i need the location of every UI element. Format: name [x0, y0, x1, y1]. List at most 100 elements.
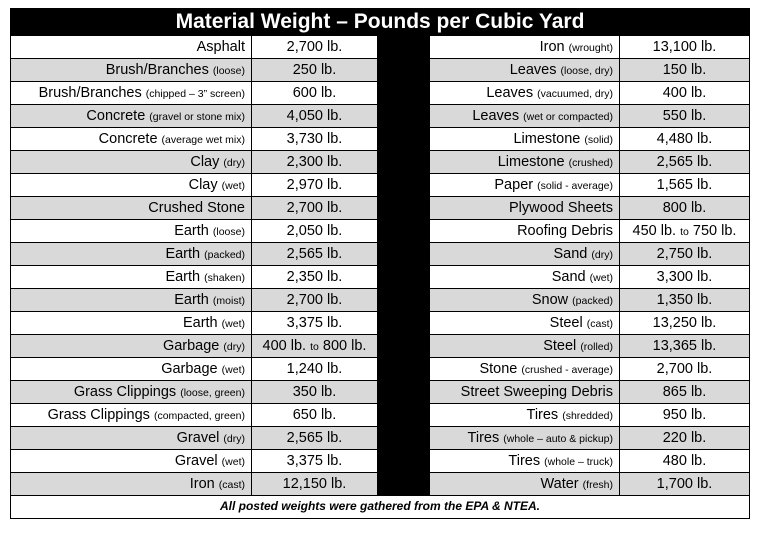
- weight-value: 13,100 lb.: [652, 39, 717, 55]
- weight-value: 2,700 lb.: [656, 361, 713, 377]
- material-weight-table: Material Weight – Pounds per Cubic Yard …: [10, 8, 750, 519]
- table-title: Material Weight – Pounds per Cubic Yard: [10, 8, 750, 36]
- material-qualifier: (shredded): [562, 410, 613, 422]
- left-weight-cell: 2,565 lb.: [252, 243, 378, 266]
- right-weight-cell: 550 lb.: [620, 105, 749, 128]
- left-material-cell: Brush/Branches (chipped – 3” screen): [11, 82, 252, 105]
- table-row: Brush/Branches (chipped – 3” screen) 600 …: [11, 82, 749, 105]
- column-divider: [378, 82, 430, 105]
- left-material-cell: Earth (wet): [11, 312, 252, 335]
- material-qualifier: (packed): [204, 249, 245, 261]
- weight-value: 2,300 lb.: [286, 154, 343, 170]
- column-divider: [378, 404, 430, 427]
- column-divider: [378, 151, 430, 174]
- material-name: Gravel: [174, 453, 218, 469]
- right-weight-cell: 950 lb.: [620, 404, 749, 427]
- material-name: Limestone: [497, 154, 565, 170]
- material-qualifier: (wet): [221, 318, 245, 330]
- left-weight-cell: 2,700 lb.: [252, 289, 378, 312]
- weight-value: 2,970 lb.: [286, 177, 343, 193]
- right-material-cell: Limestone (crushed): [430, 151, 620, 174]
- left-weight-cell: 3,375 lb.: [252, 312, 378, 335]
- table-row: Grass Clippings (compacted, green) 650 lb…: [11, 404, 749, 427]
- column-divider: [378, 197, 430, 220]
- weight-value: 2,565 lb.: [286, 430, 343, 446]
- weight-value: 2,565 lb.: [286, 246, 343, 262]
- column-divider: [378, 128, 430, 151]
- weight-value: 1,350 lb.: [656, 292, 713, 308]
- weight-value: 1,565 lb.: [656, 177, 713, 193]
- material-qualifier: (dry): [591, 249, 613, 261]
- table-row: Gravel (wet) 3,375 lb. Tires (whole – truc…: [11, 450, 749, 473]
- material-qualifier: (loose): [212, 226, 245, 238]
- left-weight-cell: 250 lb.: [252, 59, 378, 82]
- table-row: Earth (packed) 2,565 lb. Sand (dry) 2,750 l…: [11, 243, 749, 266]
- weight-value: 3,375 lb.: [286, 315, 343, 331]
- right-weight-cell: 480 lb.: [620, 450, 749, 473]
- material-name: Grass Clippings: [47, 407, 150, 423]
- material-name: Earth: [165, 269, 201, 285]
- table-row: Concrete (average wet mix) 3,730 lb. Limes…: [11, 128, 749, 151]
- weight-value: 13,250 lb.: [652, 315, 717, 331]
- material-name: Sand: [553, 246, 588, 262]
- material-name: Earth: [182, 315, 218, 331]
- column-divider: [378, 220, 430, 243]
- right-material-cell: Limestone (solid): [430, 128, 620, 151]
- left-material-cell: Crushed Stone: [11, 197, 252, 220]
- weight-value: 865 lb.: [662, 384, 707, 400]
- right-material-cell: Paper (solid - average): [430, 174, 620, 197]
- right-weight-cell: 2,565 lb.: [620, 151, 749, 174]
- material-name: Crushed Stone: [148, 200, 245, 216]
- left-material-cell: Concrete (average wet mix): [11, 128, 252, 151]
- material-name: Street Sweeping Debris: [460, 384, 613, 400]
- material-name: Steel: [543, 338, 577, 354]
- weight-value: 12,150 lb.: [282, 476, 347, 492]
- weight-value: 3,730 lb.: [286, 131, 343, 147]
- column-divider: [378, 289, 430, 312]
- right-material-cell: Tires (shredded): [430, 404, 620, 427]
- material-qualifier: (packed): [572, 295, 613, 307]
- left-weight-cell: 2,350 lb.: [252, 266, 378, 289]
- right-weight-cell: 13,365 lb.: [620, 335, 749, 358]
- right-weight-cell: 150 lb.: [620, 59, 749, 82]
- weight-value: 1,240 lb.: [286, 361, 343, 377]
- weight-value: 480 lb.: [662, 453, 707, 469]
- weight-value: 150 lb.: [662, 62, 707, 78]
- weight-value: 3,375 lb.: [286, 453, 343, 469]
- material-qualifier: (solid - average): [537, 180, 613, 192]
- material-qualifier: (solid): [584, 134, 613, 146]
- right-material-cell: Steel (cast): [430, 312, 620, 335]
- right-material-cell: Tires (whole – auto & pickup): [430, 427, 620, 450]
- right-weight-cell: 2,700 lb.: [620, 358, 749, 381]
- material-name: Garbage: [162, 338, 220, 354]
- left-material-cell: Garbage (wet): [11, 358, 252, 381]
- material-qualifier: (whole – auto & pickup): [503, 433, 613, 445]
- table-row: Earth (loose) 2,050 lb. Roofing Debris 450 …: [11, 220, 749, 243]
- material-name: Steel: [549, 315, 583, 331]
- material-name: Stone: [479, 361, 518, 377]
- column-divider: [378, 473, 430, 496]
- material-qualifier: (loose, dry): [560, 65, 613, 77]
- left-weight-cell: 600 lb.: [252, 82, 378, 105]
- material-name: Leaves: [486, 85, 534, 101]
- material-name: Gravel: [176, 430, 220, 446]
- table-row: Clay (wet) 2,970 lb. Paper (solid - averag…: [11, 174, 749, 197]
- table-row: Earth (wet) 3,375 lb. Steel (cast) 13,250 l…: [11, 312, 749, 335]
- left-material-cell: Earth (packed): [11, 243, 252, 266]
- left-weight-cell: 350 lb.: [252, 381, 378, 404]
- right-material-cell: Iron (wrought): [430, 36, 620, 59]
- material-name: Snow: [531, 292, 569, 308]
- column-divider: [378, 335, 430, 358]
- table-row: Crushed Stone 2,700 lb. Plywood Sheets 800 …: [11, 197, 749, 220]
- right-weight-cell: 1,350 lb.: [620, 289, 749, 312]
- weight-value-max: 750 lb.: [692, 223, 737, 239]
- column-divider: [378, 59, 430, 82]
- material-name: Earth: [174, 292, 209, 308]
- weight-value: 550 lb.: [662, 108, 707, 124]
- left-material-cell: Concrete (gravel or stone mix): [11, 105, 252, 128]
- material-name: Sand: [551, 269, 586, 285]
- weight-value: 2,700 lb.: [286, 292, 343, 308]
- table-row: Earth (moist) 2,700 lb. Snow (packed) 1,350…: [11, 289, 749, 312]
- material-name: Garbage: [161, 361, 218, 377]
- table-row: Garbage (dry) 400 lb. to 800 lb. Steel (ro…: [11, 335, 749, 358]
